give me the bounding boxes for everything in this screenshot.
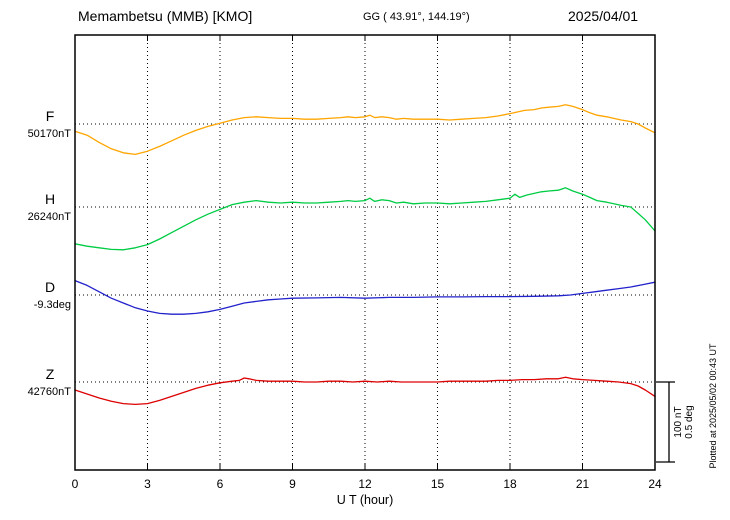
x-tick-label: 12 (358, 477, 372, 491)
x-tick-label: 0 (72, 477, 79, 491)
trace-Z (74, 376, 656, 406)
series-label-Z: Z (46, 366, 55, 382)
baseline-value-D: -9.3deg (34, 299, 71, 311)
plotted-at-note: Plotted at 2025/05/02 00:43 UT (708, 343, 718, 469)
trace-D (74, 279, 656, 315)
baseline-value-H: 26240nT (28, 211, 72, 223)
baseline-value-F: 50170nT (28, 128, 72, 140)
scale-bar-nt-label: 100 nT (673, 406, 684, 437)
trace-layer (74, 104, 656, 406)
series-label-H: H (45, 191, 55, 207)
x-tick-label: 18 (503, 477, 517, 491)
x-tick-label: 21 (576, 477, 590, 491)
series-label-D: D (45, 279, 55, 295)
plot-date: 2025/04/01 (568, 8, 638, 24)
grid-layer: 0 3 6 9 12 15 18 21 24 (72, 35, 662, 491)
x-tick-label: 9 (289, 477, 296, 491)
x-tick-label: 6 (217, 477, 224, 491)
station-title: Memambetsu (MMB) [KMO] (78, 8, 252, 24)
trace-H (74, 187, 656, 251)
scale-bar-deg-label: 0.5 deg (684, 405, 695, 438)
plot-frame (74, 34, 656, 471)
baseline-value-Z: 42760nT (28, 386, 72, 398)
trace-F (74, 104, 656, 156)
series-label-F: F (46, 108, 55, 124)
gg-coordinates: GG ( 43.91°, 144.19°) (363, 11, 470, 23)
scale-bar: 100 nT 0.5 deg (656, 381, 695, 463)
x-tick-label: 15 (431, 477, 445, 491)
x-axis-label: U T (hour) (337, 493, 394, 507)
x-tick-label: 24 (648, 477, 662, 491)
x-tick-label: 3 (144, 477, 151, 491)
